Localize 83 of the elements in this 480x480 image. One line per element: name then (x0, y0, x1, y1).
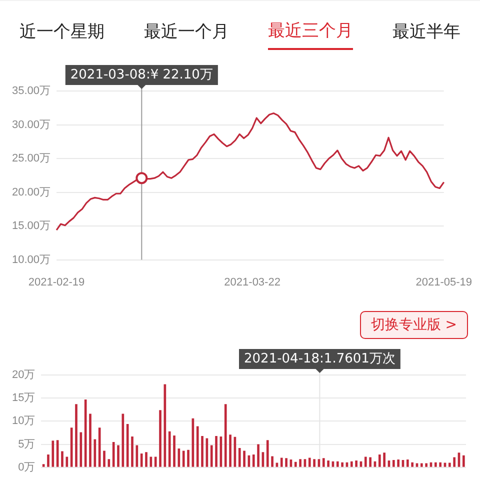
y-tick-label: 10万 (12, 415, 36, 428)
text: 最近半年 (392, 20, 460, 44)
text: 2021-04-18:1.7601万次 (244, 351, 396, 366)
bar (378, 454, 381, 467)
bar (196, 426, 199, 467)
bar (47, 454, 50, 467)
bar (285, 458, 288, 467)
x-tick-label: 2021-03-22 (224, 276, 280, 288)
bar (322, 458, 325, 467)
bar (434, 462, 437, 467)
bar (103, 450, 106, 467)
text: 最近一个月 (144, 20, 229, 44)
y-tick-label: 5万 (18, 438, 36, 450)
bar (159, 410, 162, 467)
bar (89, 414, 92, 467)
y-tick-label: 10.00万 (12, 254, 51, 266)
bar (383, 452, 386, 467)
bar (210, 445, 213, 467)
bar (425, 463, 428, 467)
bar (313, 459, 316, 467)
bar (126, 424, 129, 467)
bar (453, 457, 456, 467)
bar (448, 462, 451, 467)
bar (406, 460, 409, 467)
bar (215, 436, 218, 467)
text: 最近三个月 (268, 12, 354, 50)
y-tick-label: 35.00万 (12, 85, 51, 98)
x-tick-label: 2021-05-19 (416, 276, 472, 288)
bar (462, 455, 465, 467)
bar (392, 460, 395, 467)
bar (416, 463, 418, 467)
bar (252, 454, 255, 467)
y-tick-label: 30.00万 (12, 118, 51, 131)
bar (66, 456, 68, 467)
bar (364, 456, 367, 467)
bar (140, 454, 143, 467)
bar (117, 445, 120, 467)
x-tick-label: 2021-02-19 (28, 276, 85, 288)
bar (308, 458, 311, 467)
y-tick-label: 20.00万 (12, 186, 51, 198)
bar (229, 434, 232, 467)
bar (257, 444, 260, 467)
bar (80, 432, 82, 467)
bar (94, 439, 96, 467)
bar (271, 456, 274, 467)
bar (168, 431, 171, 467)
bar (420, 463, 423, 467)
bar (154, 456, 157, 467)
bar (182, 450, 185, 467)
bar (131, 436, 134, 467)
bar (75, 404, 78, 467)
y-tick-label: 15.00万 (12, 220, 51, 232)
bar (411, 462, 414, 467)
bar (187, 450, 190, 467)
bar (173, 436, 176, 467)
bar (224, 404, 227, 467)
bar (243, 450, 246, 467)
bar (238, 448, 241, 467)
y-tick-label: 15万 (12, 392, 36, 404)
bar (397, 460, 400, 467)
y-tick-label: 0万 (18, 461, 36, 474)
y-tick-label: 25.00万 (12, 152, 51, 165)
text: 近一个星期 (20, 20, 105, 44)
bar (266, 440, 269, 467)
bar (369, 457, 372, 467)
bar (61, 451, 64, 467)
bar (327, 460, 330, 467)
y-tick-label: 20万 (12, 369, 36, 382)
bar (294, 462, 297, 467)
bar (280, 458, 283, 467)
bar (341, 462, 344, 467)
bar (52, 440, 54, 467)
text: 2021-03-08:¥ 22.10万 (70, 67, 213, 82)
text: 切换专业版 > (360, 311, 468, 339)
bar (201, 436, 204, 467)
bar (145, 452, 148, 467)
bar (336, 461, 339, 467)
bar (112, 442, 115, 467)
bar (439, 462, 442, 467)
bar (350, 461, 353, 467)
bar (355, 460, 358, 467)
bar (299, 459, 302, 467)
bar (42, 464, 45, 467)
